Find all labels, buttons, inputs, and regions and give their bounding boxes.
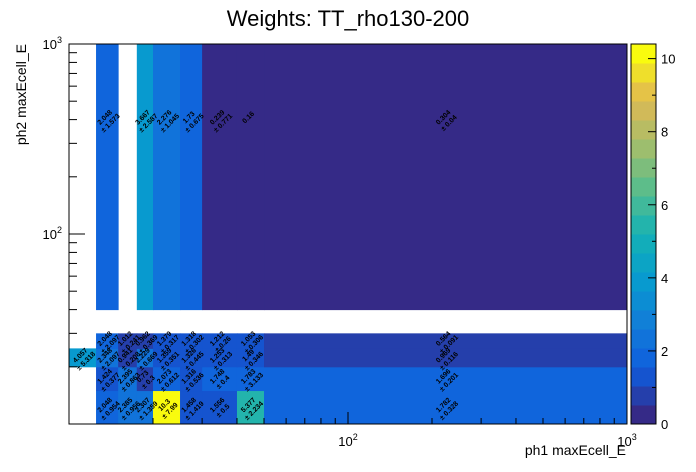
- colorbar-segment-2: [631, 367, 656, 387]
- heatmap-cell-1: [118, 390, 138, 425]
- heatmap-cell-23: [236, 348, 265, 368]
- heatmap-cell-16: [69, 348, 97, 368]
- colorbar-segment-7: [631, 272, 656, 292]
- colorbar-segment-10: [631, 215, 656, 235]
- colorbar-segment-11: [631, 196, 656, 216]
- heatmap-cell-39: [236, 44, 265, 311]
- heatmap-cell-4: [180, 390, 203, 425]
- colorbar-segment-8: [631, 253, 656, 273]
- heatmap-cell-9: [118, 366, 138, 392]
- heatmap-cell-21: [180, 348, 203, 368]
- x-axis: 102 103: [68, 412, 637, 449]
- heatmap-cell-19: [136, 348, 154, 368]
- colorbar-tick-label-1: 2: [661, 344, 668, 359]
- colorbar-segment-0: [631, 405, 656, 425]
- heatmap-cell-40: [264, 44, 628, 311]
- heatmap-cell-0: [96, 390, 119, 425]
- y-axis: 102 103: [43, 35, 85, 425]
- heatmap-cell-8: [96, 366, 119, 392]
- heatmap-cell-13: [202, 366, 238, 392]
- colorbar-tick-label-2: 4: [661, 271, 668, 286]
- colorbar-segment-6: [631, 291, 656, 311]
- colorbar-segment-9: [631, 234, 656, 254]
- heatmap-cell-26: [118, 333, 138, 349]
- heatmap-cell-38: [202, 44, 238, 311]
- colorbar-segment-17: [631, 82, 656, 102]
- x-axis-label: ph1 maxEcell_E: [525, 442, 626, 458]
- heatmap-cell-3: [152, 390, 181, 425]
- heatmap-cell-14: [236, 366, 265, 392]
- heatmap-cell-33: [96, 44, 119, 311]
- heatmap-cell-37: [180, 44, 203, 311]
- colorbar-segment-15: [631, 120, 656, 140]
- heatmap-cell-2: [136, 390, 154, 425]
- colorbar-tick-label-4: 8: [661, 125, 668, 140]
- colorbar-segment-3: [631, 348, 656, 368]
- heatmap-cell-11: [152, 366, 181, 392]
- heatmap-cell-20: [152, 348, 181, 368]
- colorbar-tick-label-0: 0: [661, 417, 668, 432]
- heatmap-cell-6: [236, 390, 265, 425]
- heatmap-cell-7: [264, 390, 628, 425]
- y-axis-label: ph2 maxEcell_E: [13, 44, 29, 145]
- heatmap-cell-24: [264, 348, 628, 368]
- x-tick-label-1: 103: [617, 432, 636, 449]
- heatmap-cell-35: [136, 44, 154, 311]
- heatmap-cell-30: [202, 333, 238, 349]
- colorbar: 0 2 4 6 8 10: [630, 43, 675, 432]
- colorbar-segment-12: [631, 177, 656, 197]
- x-tick-label-0: 102: [338, 432, 357, 449]
- colorbar-segment-5: [631, 310, 656, 330]
- heatmap-cell-10: [136, 366, 154, 392]
- colorbar-segment-13: [631, 158, 656, 178]
- heatmap-cell-25: [96, 333, 119, 349]
- heatmap-cells: [69, 44, 628, 425]
- colorbar-tick-label-3: 6: [661, 198, 668, 213]
- colorbar-tick-label-5: 10: [661, 52, 675, 67]
- heatmap-cell-5: [202, 390, 238, 425]
- y-tick-label-1: 103: [43, 35, 62, 52]
- colorbar-segment-16: [631, 101, 656, 121]
- heatmap-cell-27: [136, 333, 154, 349]
- heatmap-cell-36: [152, 44, 181, 311]
- heatmap-cell-12: [180, 366, 203, 392]
- heatmap-cell-15: [264, 366, 628, 392]
- heatmap-cell-22: [202, 348, 238, 368]
- colorbar-segment-14: [631, 139, 656, 159]
- y-tick-label-0: 102: [43, 225, 62, 242]
- colorbar-segment-4: [631, 329, 656, 349]
- heatmap-cell-18: [118, 348, 138, 368]
- heatmap-cell-32: [264, 333, 628, 349]
- heatmap-cell-17: [96, 348, 119, 368]
- heatmap-cell-31: [236, 333, 265, 349]
- heatmap-cell-29: [180, 333, 203, 349]
- colorbar-segment-19: [631, 44, 656, 64]
- chart-title: Weights: TT_rho130-200: [227, 6, 470, 31]
- colorbar-segment-18: [631, 63, 656, 83]
- heatmap-cell-28: [152, 333, 181, 349]
- colorbar-segment-1: [631, 386, 656, 406]
